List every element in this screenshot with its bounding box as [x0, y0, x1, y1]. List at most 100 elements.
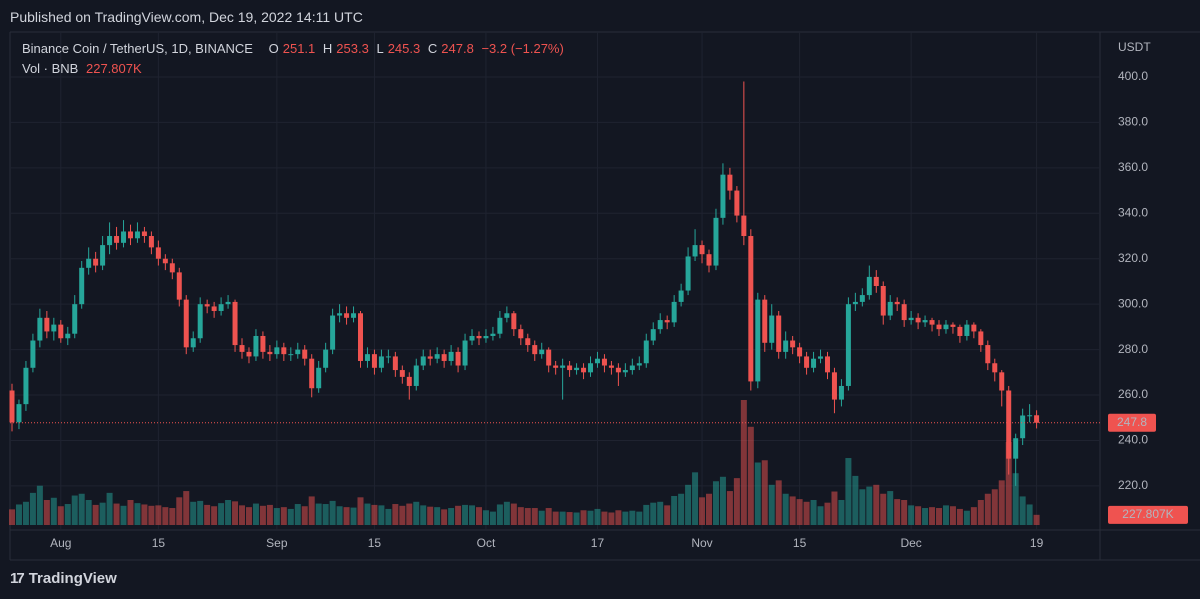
candle-body: [72, 304, 78, 334]
candle-body: [518, 329, 524, 339]
candle-body: [141, 231, 147, 237]
volume-bar: [740, 400, 747, 525]
candle-body: [497, 317, 503, 334]
y-tick-label: 260.0: [1118, 387, 1148, 401]
candle-body: [490, 333, 496, 336]
symbol: Binance Coin / TetherUS, 1D, BINANCE: [22, 41, 253, 56]
candle-body: [866, 276, 872, 296]
volume-bar: [287, 508, 294, 525]
candle-body: [16, 404, 22, 423]
candle-body: [448, 351, 454, 361]
volume-bar: [782, 493, 789, 525]
candle-body: [358, 313, 363, 361]
candle-body: [134, 231, 140, 239]
candle-body: [608, 365, 614, 368]
x-tick-label: Sep: [266, 536, 288, 550]
candle-body: [441, 354, 447, 361]
ohlc-key: H: [322, 41, 333, 56]
ohlc-key: L: [376, 41, 384, 56]
candle-body: [560, 365, 566, 368]
volume-bar: [517, 507, 524, 525]
currency: USDT: [1118, 40, 1151, 54]
candle-body: [532, 345, 538, 355]
volume-bar: [420, 505, 427, 525]
candle-body: [86, 258, 92, 268]
volume-bar: [510, 503, 517, 525]
candle-body: [992, 363, 998, 373]
legend-row: Binance Coin / TetherUS, 1D, BINANCE O 25…: [22, 41, 568, 56]
volume-bar: [113, 503, 120, 525]
volume-bar: [970, 507, 977, 525]
volume-bar: [455, 505, 462, 525]
candle-body: [281, 347, 287, 355]
x-tick-label: 17: [591, 536, 605, 550]
volume-bar: [692, 472, 699, 525]
candle-body: [901, 304, 907, 321]
y-tick-label: 240.0: [1118, 433, 1148, 447]
ohlc-key: C: [427, 41, 438, 56]
candle-body: [218, 304, 224, 311]
volume-bar: [343, 507, 350, 525]
candle-body: [769, 315, 775, 343]
candle-body: [288, 354, 294, 356]
volume-bar: [754, 462, 761, 525]
candle-body: [65, 333, 71, 339]
candle-body: [169, 263, 175, 273]
candle-body: [539, 349, 545, 355]
candle-body: [957, 326, 963, 336]
volume-bar: [963, 510, 970, 525]
volume-bar: [43, 500, 50, 525]
candle-body: [678, 290, 684, 302]
volume-bar: [204, 504, 211, 525]
candle-body: [706, 254, 712, 266]
candle-body: [253, 335, 259, 357]
volume-bar: [120, 505, 127, 525]
candle-body: [567, 365, 573, 371]
volume-bar: [469, 505, 476, 525]
candle-body: [915, 317, 921, 323]
volume-bar: [36, 485, 43, 525]
volume-value: 227.807K: [85, 61, 142, 76]
volume-bar: [371, 504, 378, 525]
volume-bar: [141, 504, 148, 525]
candle-body: [51, 324, 57, 332]
volume-bar: [106, 492, 113, 525]
volume-bar: [29, 492, 36, 525]
volume-bar: [838, 500, 845, 525]
volume-bar: [608, 512, 615, 525]
volume-bar: [197, 500, 204, 525]
candle-body: [797, 347, 803, 357]
candle-body: [720, 174, 726, 218]
candle-body: [894, 301, 900, 305]
candle-body: [316, 367, 322, 389]
volume-bar: [768, 484, 775, 525]
volume-bar: [573, 512, 580, 525]
volume-tag-label: 227.807K: [1122, 507, 1173, 521]
volume-bar: [552, 511, 559, 525]
candle-body: [685, 256, 691, 291]
candle-body: [420, 356, 426, 366]
volume-bar: [92, 504, 99, 525]
candle-body: [546, 349, 552, 366]
candle-body: [581, 367, 587, 373]
candle-body: [469, 335, 475, 341]
candle-body: [23, 367, 29, 405]
candle-body: [406, 376, 412, 386]
candle-body: [908, 317, 914, 321]
volume-bar: [78, 493, 85, 525]
volume-bar: [252, 503, 259, 525]
y-tick-label: 380.0: [1118, 115, 1148, 129]
candle-body: [58, 324, 64, 339]
candle-body: [274, 347, 280, 355]
volume-bar: [225, 500, 232, 525]
candle-body: [337, 313, 343, 316]
candle-body: [511, 313, 517, 330]
volume-bar: [71, 495, 78, 525]
volume-bar: [183, 491, 190, 525]
volume-bar: [796, 499, 803, 525]
volume-bar: [664, 505, 671, 525]
candle-body: [1034, 415, 1040, 423]
candle-body: [873, 276, 879, 286]
candle-body: [755, 299, 761, 382]
candle-body: [831, 372, 837, 400]
